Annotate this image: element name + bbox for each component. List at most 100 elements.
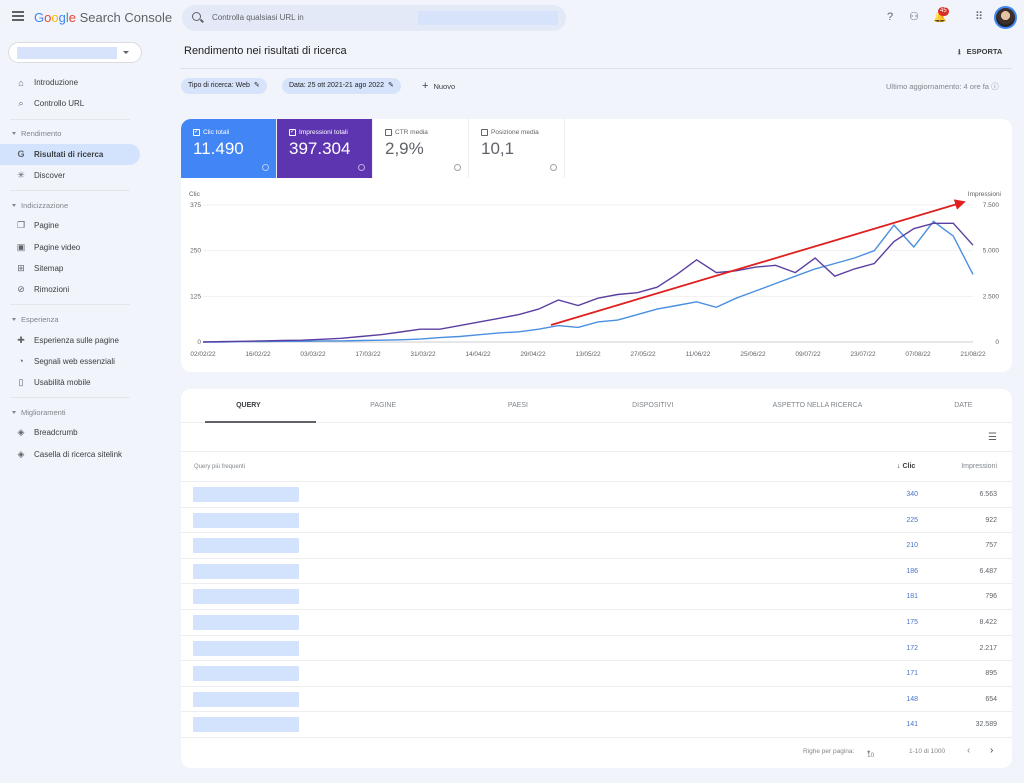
help-icon[interactable] — [550, 164, 557, 171]
sidebar-item[interactable]: ▯ Usabilità mobile — [0, 372, 150, 393]
query-redacted[interactable] — [193, 512, 299, 528]
table-row[interactable]: 171 895 — [181, 661, 1012, 687]
table-row[interactable]: 172 2.217 — [181, 636, 1012, 662]
edit-icon: ✎ — [387, 82, 394, 89]
query-redacted[interactable] — [193, 640, 299, 656]
divider — [10, 118, 130, 120]
help-icon[interactable] — [358, 164, 365, 171]
notification-badge: 45 — [938, 7, 949, 16]
column-header-clicks[interactable]: ↓ Clic — [897, 463, 916, 470]
page-title: Rendimento nei risultati di ricerca — [184, 45, 347, 57]
query-redacted[interactable] — [193, 666, 299, 682]
table-row[interactable]: 186 6.487 — [181, 559, 1012, 585]
sidebar-item-label: Casella di ricerca sitelink — [34, 449, 123, 459]
new-filter-button[interactable]: + Nuovo — [422, 80, 456, 92]
avatar[interactable] — [994, 6, 1017, 29]
breadcrumb-icon: ◈ — [17, 427, 25, 438]
sidebar-item-label: Sitemap — [34, 263, 64, 273]
query-redacted[interactable] — [193, 615, 299, 630]
svg-text:2.500: 2.500 — [983, 293, 1000, 300]
column-header-impressions[interactable]: Impressioni — [961, 463, 997, 470]
sidebar-item[interactable]: ✳ Discover — [0, 165, 150, 186]
query-redacted[interactable] — [193, 691, 299, 707]
sidebar-item[interactable]: ▣ Pagine video — [0, 236, 150, 257]
rows-per-page-select[interactable]: 10 ▾ — [867, 749, 875, 759]
help-icon[interactable] — [454, 164, 461, 171]
divider — [180, 68, 1012, 69]
sidebar-item[interactable]: G Risultati di ricerca — [0, 143, 140, 165]
tab-paesi[interactable]: PAESI — [507, 402, 528, 409]
query-redacted[interactable] — [193, 538, 299, 554]
table-row[interactable]: 175 8.422 — [181, 610, 1012, 636]
manage-users-icon[interactable]: ⚇ — [909, 11, 919, 23]
help-icon[interactable] — [262, 164, 269, 171]
svg-text:0: 0 — [197, 339, 201, 346]
clicks-value: 225 — [906, 516, 918, 524]
sidebar-item[interactable]: ◈ Casella di ricerca sitelink — [0, 444, 150, 465]
query-redacted[interactable] — [193, 487, 299, 502]
performance-chart[interactable]: Clic Impressioni 0 0 125 2.500 250 5.000 375 7.50… — [181, 187, 1012, 372]
sidebar-item-label: Pagine — [34, 221, 59, 231]
chevron-down-icon — [123, 51, 129, 54]
svg-text:29/04/22: 29/04/22 — [520, 351, 546, 358]
tab-dispositivi[interactable]: DISPOSITIVI — [632, 402, 674, 409]
impressions-value: 796 — [985, 593, 997, 601]
svg-text:7.500: 7.500 — [983, 202, 1000, 209]
property-url-redacted — [418, 11, 558, 25]
clicks-value: 148 — [906, 695, 918, 703]
sidebar-section[interactable]: Miglioramenti — [0, 402, 150, 422]
sidebar-section[interactable]: Rendimento — [0, 124, 150, 144]
table-row[interactable]: 210 757 — [181, 533, 1012, 559]
clicks-value: 181 — [906, 593, 918, 601]
sidebar-section[interactable]: Indicizzazione — [0, 195, 150, 215]
sidebar-item[interactable]: ❐ Pagine — [0, 215, 150, 236]
table-row[interactable]: 181 796 — [181, 584, 1012, 610]
app-logo[interactable]: Google Search Console — [34, 10, 173, 25]
help-icon[interactable]: ⓘ — [991, 82, 999, 91]
svg-text:17/03/22: 17/03/22 — [355, 351, 381, 358]
clicks-value: 172 — [906, 644, 918, 652]
tab-aspetto-nella-ricerca[interactable]: ASPETTO NELLA RICERCA — [772, 402, 863, 409]
video-pages-icon: ▣ — [16, 241, 26, 252]
sidebar-item[interactable]: ◈ Breadcrumb — [0, 422, 150, 443]
property-selector[interactable] — [8, 42, 142, 63]
sidebar-item[interactable]: ✚ Esperienza sulle pagine — [0, 329, 150, 350]
date-filter-chip[interactable]: Data: 25 ott 2021-21 ago 2022 ✎ — [282, 78, 401, 94]
url-inspection-search[interactable]: Controlla qualsiasi URL in — [182, 5, 566, 31]
sidebar-item[interactable]: ⌂ Introduzione — [0, 72, 150, 93]
prev-page-icon[interactable]: ‹ — [967, 745, 971, 756]
sidebar-item[interactable]: ⊘ Rimozioni — [0, 279, 150, 300]
metric-total-impressions[interactable]: ✓ Impressioni totali 397.304 — [277, 119, 373, 178]
download-icon: ⭳ — [958, 47, 961, 56]
sidebar-item[interactable]: ⊞ Sitemap — [0, 258, 150, 279]
sidebar-section[interactable]: Esperienza — [0, 309, 150, 329]
metric-avg-ctr[interactable]: CTR media 2,9% — [373, 119, 469, 178]
export-button[interactable]: ⭳ ESPORTA — [958, 47, 1003, 56]
metric-total-clicks[interactable]: ✓ Clic totali 11.490 — [181, 119, 277, 178]
apps-grid-icon[interactable]: ⠿ — [974, 11, 984, 23]
table-row[interactable]: 141 32.589 — [181, 712, 1012, 738]
sidebar-item-label: Segnali web essenziali — [34, 356, 115, 366]
sidebar-item[interactable]: ◔ Segnali web essenziali — [0, 351, 150, 372]
tab-pagine[interactable]: PAGINE — [370, 402, 397, 409]
query-redacted[interactable] — [193, 563, 299, 579]
next-page-icon[interactable]: › — [990, 745, 994, 756]
metric-avg-position[interactable]: Posizione media 10,1 — [469, 119, 565, 178]
svg-text:5.000: 5.000 — [983, 248, 1000, 255]
search-type-filter-chip[interactable]: Tipo di ricerca: Web ✎ — [181, 78, 267, 94]
table-row[interactable]: 148 654 — [181, 687, 1012, 713]
table-row[interactable]: 225 922 — [181, 508, 1012, 534]
query-redacted[interactable] — [193, 717, 299, 733]
sidebar-item[interactable]: ⌕ Controllo URL — [0, 93, 150, 114]
tab-date[interactable]: DATE — [954, 402, 973, 409]
help-icon[interactable]: ? — [886, 11, 894, 23]
svg-text:11/06/22: 11/06/22 — [686, 351, 711, 358]
table-row[interactable]: 340 6.563 — [181, 482, 1012, 508]
tab-query[interactable]: QUERY — [181, 389, 316, 423]
query-redacted[interactable] — [193, 589, 299, 605]
menu-icon[interactable] — [12, 11, 24, 21]
page-range: 1-10 di 1000 — [909, 748, 946, 755]
svg-text:250: 250 — [190, 248, 201, 255]
filter-icon[interactable]: ☰ — [988, 432, 997, 443]
home-icon: ⌂ — [18, 77, 24, 88]
